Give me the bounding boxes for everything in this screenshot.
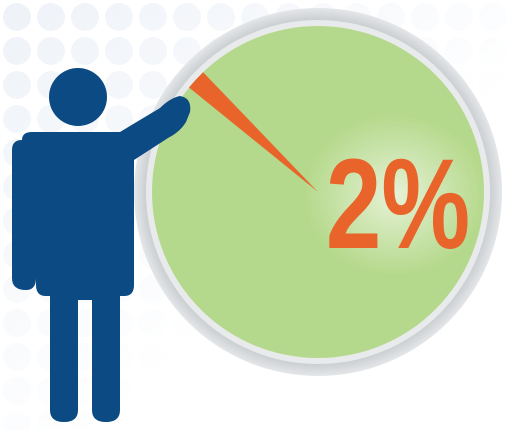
pie-slice xyxy=(188,72,318,192)
value-label: 2% xyxy=(326,133,470,276)
person-body xyxy=(12,96,191,422)
person xyxy=(12,68,191,422)
person-head xyxy=(49,68,107,126)
label-glow xyxy=(305,115,485,275)
